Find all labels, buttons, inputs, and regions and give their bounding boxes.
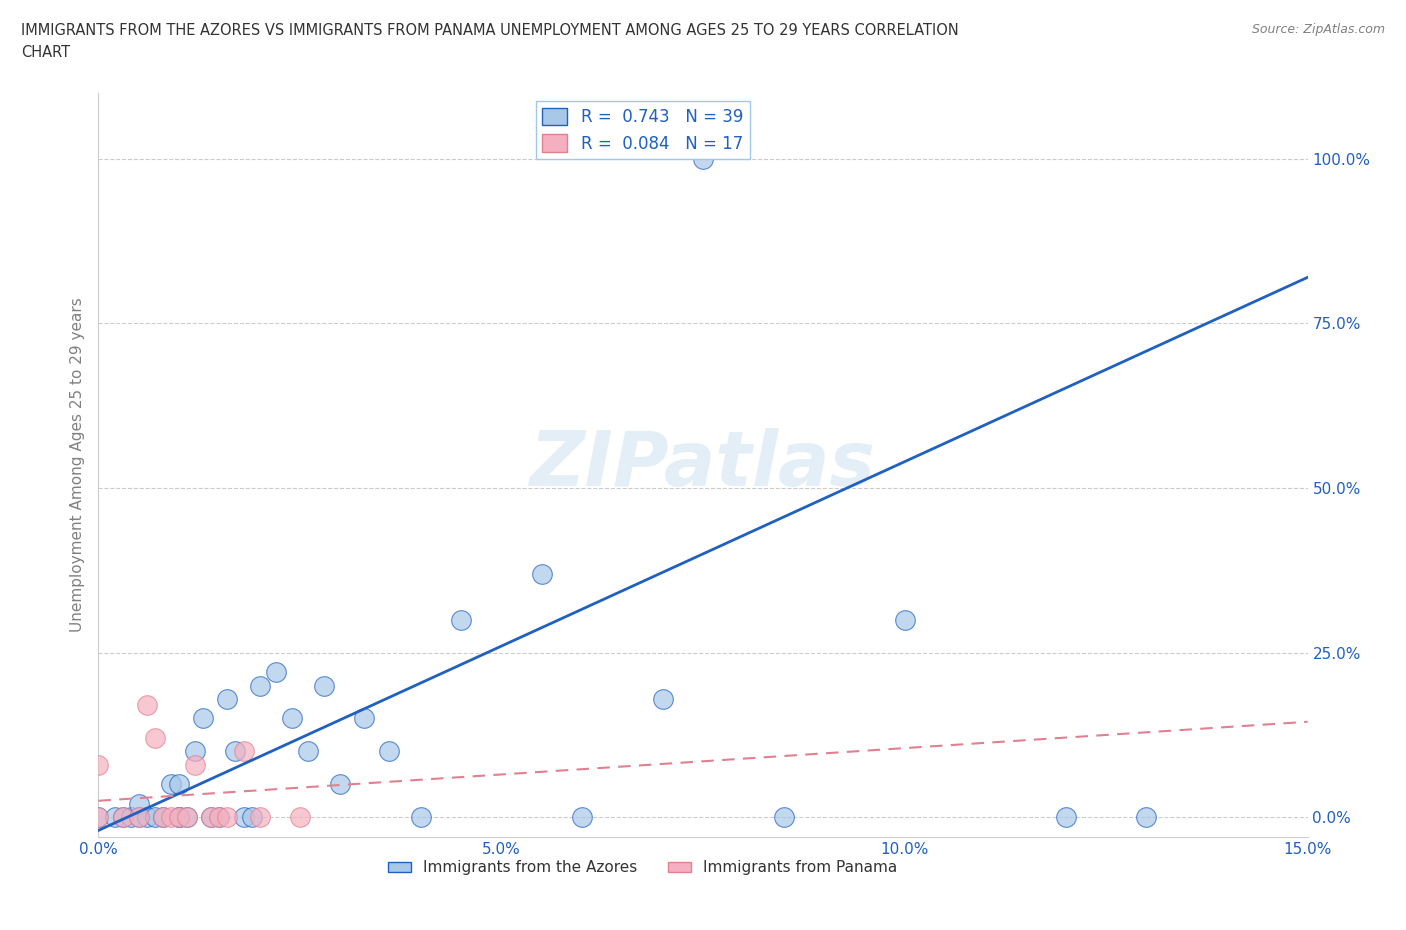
Point <box>297 744 319 759</box>
Point <box>152 810 174 825</box>
Point <box>184 757 207 772</box>
Text: CHART: CHART <box>21 45 70 60</box>
Point <box>249 810 271 825</box>
Point <box>314 678 336 693</box>
Point <box>208 810 231 825</box>
Point <box>377 744 399 759</box>
Point <box>281 711 304 726</box>
Text: IMMIGRANTS FROM THE AZORES VS IMMIGRANTS FROM PANAMA UNEMPLOYMENT AMONG AGES 25 : IMMIGRANTS FROM THE AZORES VS IMMIGRANTS… <box>21 23 959 38</box>
Text: ZIPatlas: ZIPatlas <box>530 428 876 502</box>
Point <box>160 810 183 825</box>
Point <box>176 810 198 825</box>
Point <box>87 810 110 825</box>
Point <box>193 711 215 726</box>
Point <box>143 731 166 746</box>
Point <box>409 810 432 825</box>
Point <box>450 612 472 627</box>
Point <box>208 810 231 825</box>
Point <box>1054 810 1077 825</box>
Point <box>128 797 150 812</box>
Point <box>217 810 239 825</box>
Point <box>111 810 134 825</box>
Point <box>152 810 174 825</box>
Text: Source: ZipAtlas.com: Source: ZipAtlas.com <box>1251 23 1385 36</box>
Point <box>128 810 150 825</box>
Point <box>224 744 246 759</box>
Point <box>111 810 134 825</box>
Point <box>264 665 287 680</box>
Point <box>135 698 157 712</box>
Point <box>249 678 271 693</box>
Point <box>87 810 110 825</box>
Point <box>651 691 673 706</box>
Point <box>167 777 190 791</box>
Point <box>128 810 150 825</box>
Point <box>167 810 190 825</box>
Point <box>232 810 254 825</box>
Point <box>353 711 375 726</box>
Point <box>893 612 915 627</box>
Point <box>571 810 593 825</box>
Point <box>176 810 198 825</box>
Point <box>217 691 239 706</box>
Point <box>1135 810 1157 825</box>
Point <box>120 810 142 825</box>
Point <box>772 810 794 825</box>
Point <box>200 810 222 825</box>
Point <box>167 810 190 825</box>
Point <box>184 744 207 759</box>
Point <box>240 810 263 825</box>
Y-axis label: Unemployment Among Ages 25 to 29 years: Unemployment Among Ages 25 to 29 years <box>69 298 84 632</box>
Point <box>329 777 352 791</box>
Point <box>143 810 166 825</box>
Point <box>135 810 157 825</box>
Point <box>692 152 714 166</box>
Point <box>530 566 553 581</box>
Point <box>288 810 311 825</box>
Point <box>103 810 125 825</box>
Point <box>87 757 110 772</box>
Legend: Immigrants from the Azores, Immigrants from Panama: Immigrants from the Azores, Immigrants f… <box>382 855 903 882</box>
Point <box>200 810 222 825</box>
Point <box>160 777 183 791</box>
Point <box>232 744 254 759</box>
Point <box>167 810 190 825</box>
